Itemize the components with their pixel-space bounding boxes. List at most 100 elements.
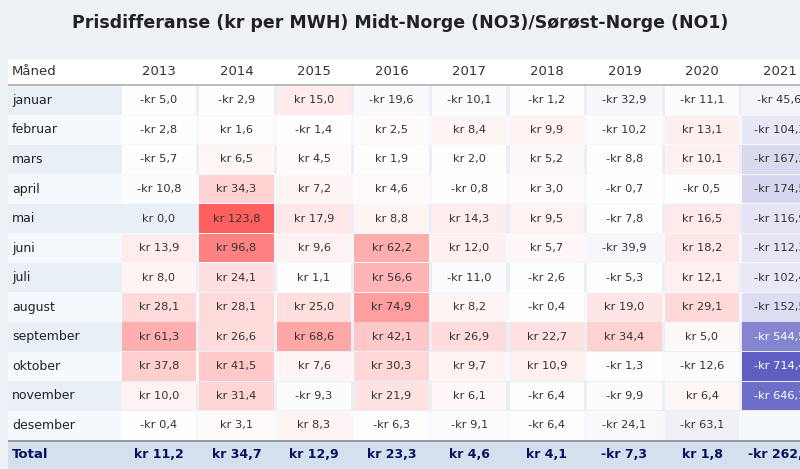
Text: kr 5,2: kr 5,2	[530, 154, 563, 165]
Text: kr 37,8: kr 37,8	[138, 361, 179, 371]
Text: -kr 6,3: -kr 6,3	[373, 420, 410, 431]
Text: 2019: 2019	[607, 65, 642, 78]
Text: 2015: 2015	[297, 65, 331, 78]
Text: 2020: 2020	[685, 65, 719, 78]
Text: -kr 2,9: -kr 2,9	[218, 95, 255, 106]
Text: kr 28,1: kr 28,1	[216, 302, 257, 312]
Text: -kr 152,5: -kr 152,5	[754, 302, 800, 312]
Text: 2018: 2018	[530, 65, 564, 78]
Text: kr 9,5: kr 9,5	[530, 213, 563, 224]
Text: kr 26,9: kr 26,9	[449, 332, 490, 342]
Text: kr 6,5: kr 6,5	[220, 154, 253, 165]
Text: kr 7,2: kr 7,2	[298, 184, 330, 194]
Text: kr 8,8: kr 8,8	[375, 213, 408, 224]
Text: -kr 6,4: -kr 6,4	[528, 391, 566, 401]
Text: kr 30,3: kr 30,3	[371, 361, 412, 371]
Text: -kr 5,0: -kr 5,0	[140, 95, 178, 106]
Text: kr 7,6: kr 7,6	[298, 361, 330, 371]
Text: -kr 39,9: -kr 39,9	[602, 243, 646, 253]
Text: -kr 1,3: -kr 1,3	[606, 361, 643, 371]
Text: kr 42,1: kr 42,1	[371, 332, 412, 342]
Text: kr 21,9: kr 21,9	[371, 391, 412, 401]
Text: -kr 24,1: -kr 24,1	[602, 420, 646, 431]
Text: kr 19,0: kr 19,0	[604, 302, 645, 312]
Text: februar: februar	[12, 123, 58, 136]
Text: kr 8,0: kr 8,0	[142, 272, 175, 283]
Text: kr 12,1: kr 12,1	[682, 272, 722, 283]
Text: -kr 104,3: -kr 104,3	[754, 125, 800, 135]
Text: -kr 8,8: -kr 8,8	[606, 154, 643, 165]
Text: kr 13,9: kr 13,9	[138, 243, 179, 253]
Text: kr 34,7: kr 34,7	[211, 448, 262, 461]
Text: kr 25,0: kr 25,0	[294, 302, 334, 312]
Text: kr 31,4: kr 31,4	[216, 391, 257, 401]
Text: mai: mai	[12, 212, 35, 225]
Text: kr 4,6: kr 4,6	[375, 184, 408, 194]
Text: kr 10,0: kr 10,0	[138, 391, 179, 401]
Text: kr 12,9: kr 12,9	[289, 448, 339, 461]
Text: -kr 262,0: -kr 262,0	[748, 448, 800, 461]
Text: kr 23,3: kr 23,3	[367, 448, 416, 461]
Text: -kr 5,3: -kr 5,3	[606, 272, 643, 283]
Text: kr 62,2: kr 62,2	[371, 243, 412, 253]
Text: -kr 116,9: -kr 116,9	[754, 213, 800, 224]
Text: 2014: 2014	[219, 65, 254, 78]
Text: 2013: 2013	[142, 65, 176, 78]
Text: kr 15,0: kr 15,0	[294, 95, 334, 106]
Text: kr 12,0: kr 12,0	[449, 243, 490, 253]
Text: Total: Total	[12, 448, 49, 461]
Text: 2021: 2021	[762, 65, 797, 78]
Text: -kr 544,5: -kr 544,5	[754, 332, 800, 342]
Text: kr 1,9: kr 1,9	[375, 154, 408, 165]
Text: -kr 714,4: -kr 714,4	[754, 361, 800, 371]
Text: -kr 167,3: -kr 167,3	[754, 154, 800, 165]
Text: kr 6,4: kr 6,4	[686, 391, 718, 401]
Text: -kr 45,6: -kr 45,6	[758, 95, 800, 106]
Text: kr 34,4: kr 34,4	[604, 332, 645, 342]
Text: -kr 0,7: -kr 0,7	[606, 184, 643, 194]
Text: oktober: oktober	[12, 360, 60, 373]
Text: -kr 0,8: -kr 0,8	[450, 184, 488, 194]
Text: kr 14,3: kr 14,3	[449, 213, 490, 224]
Text: -kr 9,9: -kr 9,9	[606, 391, 643, 401]
Text: kr 18,2: kr 18,2	[682, 243, 722, 253]
Text: april: april	[12, 182, 40, 196]
Text: -kr 9,3: -kr 9,3	[295, 391, 333, 401]
Text: -kr 10,8: -kr 10,8	[137, 184, 181, 194]
Text: 2017: 2017	[452, 65, 486, 78]
Text: kr 74,9: kr 74,9	[371, 302, 412, 312]
Text: desember: desember	[12, 419, 75, 432]
Text: -kr 6,4: -kr 6,4	[528, 420, 566, 431]
Text: august: august	[12, 301, 55, 314]
Text: kr 9,6: kr 9,6	[298, 243, 330, 253]
Text: kr 13,1: kr 13,1	[682, 125, 722, 135]
Text: kr 10,9: kr 10,9	[526, 361, 567, 371]
Text: Prisdifferanse (kr per MWH) Midt-Norge (NO3)/Sørøst-Norge (NO1): Prisdifferanse (kr per MWH) Midt-Norge (…	[72, 14, 728, 32]
Text: -kr 19,6: -kr 19,6	[370, 95, 414, 106]
Text: kr 16,5: kr 16,5	[682, 213, 722, 224]
Text: kr 28,1: kr 28,1	[138, 302, 179, 312]
Text: -kr 9,1: -kr 9,1	[450, 420, 488, 431]
Text: -kr 11,1: -kr 11,1	[680, 95, 724, 106]
Text: kr 9,7: kr 9,7	[453, 361, 486, 371]
Text: kr 68,6: kr 68,6	[294, 332, 334, 342]
Text: mars: mars	[12, 153, 43, 166]
Text: -kr 11,0: -kr 11,0	[447, 272, 491, 283]
Text: kr 4,6: kr 4,6	[449, 448, 490, 461]
Text: kr 1,6: kr 1,6	[220, 125, 253, 135]
Text: kr 8,2: kr 8,2	[453, 302, 486, 312]
Text: kr 41,5: kr 41,5	[216, 361, 257, 371]
Text: -kr 0,4: -kr 0,4	[140, 420, 178, 431]
Text: -kr 32,9: -kr 32,9	[602, 95, 646, 106]
Text: kr 34,3: kr 34,3	[216, 184, 257, 194]
Text: kr 9,9: kr 9,9	[530, 125, 563, 135]
Text: kr 17,9: kr 17,9	[294, 213, 334, 224]
Text: kr 5,0: kr 5,0	[686, 332, 718, 342]
Text: kr 4,1: kr 4,1	[526, 448, 567, 461]
Text: kr 11,2: kr 11,2	[134, 448, 184, 461]
Text: Måned: Måned	[12, 65, 57, 78]
Text: -kr 646,1: -kr 646,1	[754, 391, 800, 401]
Text: -kr 1,2: -kr 1,2	[528, 95, 566, 106]
Text: -kr 0,4: -kr 0,4	[528, 302, 566, 312]
Text: kr 5,7: kr 5,7	[530, 243, 563, 253]
